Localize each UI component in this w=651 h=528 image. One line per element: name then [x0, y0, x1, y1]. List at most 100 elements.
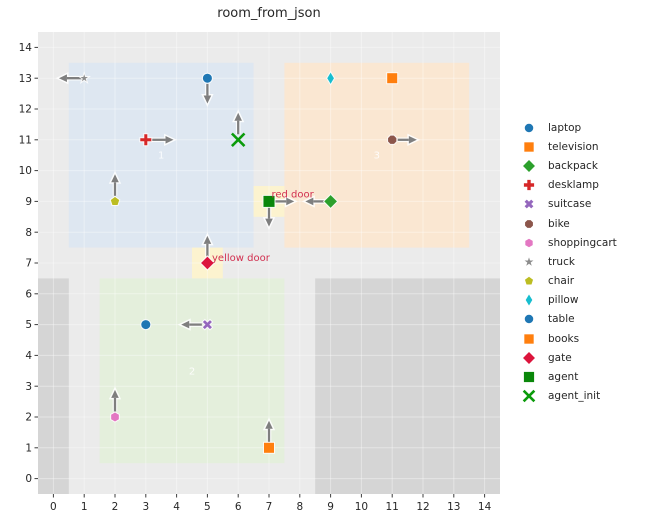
legend-item-bike: bike [517, 214, 617, 233]
truck-legend-glyph [524, 257, 534, 266]
legend-label: television [548, 140, 599, 153]
table-legend-marker [517, 311, 541, 327]
x-tick-label: 11 [386, 501, 399, 513]
legend-item-agent_init: agent_init [517, 387, 617, 406]
legend-item-shoppingcart: shoppingcart [517, 233, 617, 252]
legend-item-suitcase: suitcase [517, 195, 617, 214]
television-legend-glyph [524, 142, 534, 152]
legend-label: suitcase [548, 198, 592, 211]
legend-item-television: television [517, 137, 617, 156]
x-tick-label: 9 [327, 501, 334, 513]
desklamp-legend-glyph [523, 180, 535, 191]
direction-arrow-head [203, 235, 212, 244]
marker-television [386, 72, 399, 85]
arrows [55, 72, 421, 443]
legend-item-books: books [517, 329, 617, 348]
marker-table [140, 319, 152, 331]
y-tick-label: 9 [25, 196, 32, 208]
legend-item-agent: agent [517, 367, 617, 386]
television-legend-marker [517, 139, 541, 155]
x-tick-label: 14 [478, 501, 492, 513]
marker-agent [262, 194, 276, 208]
gridlines [38, 32, 500, 494]
marker-books [263, 441, 275, 454]
bike-legend-glyph [525, 219, 533, 228]
agent_init-legend-glyph [522, 389, 536, 403]
legend: laptop television backpack desklamp suitcase… [517, 118, 617, 406]
shoppingcart-legend-marker [517, 235, 541, 251]
y-tick-label: 0 [25, 473, 32, 485]
chair-legend-marker [517, 273, 541, 289]
x-tick-label: 3 [142, 501, 149, 513]
x-tick-label: 7 [266, 501, 273, 513]
chair-legend-glyph [524, 276, 534, 285]
legend-item-desklamp: desklamp [517, 176, 617, 195]
marker-laptop [201, 72, 213, 84]
x-tick-label: 8 [296, 501, 303, 513]
y-tick-label: 8 [25, 227, 32, 239]
legend-label: table [548, 313, 575, 326]
pillow-legend-marker [517, 292, 541, 308]
regions [38, 62, 500, 494]
x-tick-label: 6 [235, 501, 242, 513]
books-legend-marker [517, 331, 541, 347]
desklamp-legend-marker [517, 177, 541, 193]
direction-arrow-head [265, 420, 273, 429]
x-tick-label: 13 [447, 501, 460, 513]
legend-label: pillow [548, 294, 579, 307]
room-1 [68, 62, 254, 248]
legend-item-laptop: laptop [517, 118, 617, 137]
legend-label: agent_init [548, 390, 601, 403]
direction-arrow-head [265, 218, 273, 227]
marker-backpack [322, 193, 339, 210]
agent-legend-glyph [523, 371, 535, 383]
marker-gate [199, 255, 216, 271]
y-tick-label: 4 [25, 350, 32, 362]
marker-truck [77, 71, 91, 84]
legend-label: books [548, 332, 580, 345]
y-tick-label: 7 [25, 258, 32, 270]
markers [77, 70, 399, 454]
books-legend-glyph [524, 333, 534, 344]
marker-pillow [326, 70, 336, 86]
bike-legend-marker [517, 216, 541, 232]
direction-arrow-head [203, 95, 212, 104]
suitcase-legend-marker [517, 196, 541, 212]
gate-legend-marker [517, 350, 541, 366]
direction-arrow-head [165, 136, 174, 144]
room-2 [99, 278, 285, 464]
suitcase-legend-glyph [524, 199, 534, 209]
y-tick-label: 3 [25, 381, 32, 393]
y-tick-label: 14 [19, 42, 33, 54]
legend-item-truck: truck [517, 252, 617, 271]
shoppingcart-legend-glyph [525, 238, 533, 247]
y-tick-label: 13 [19, 73, 32, 85]
room-3 [284, 62, 470, 248]
direction-arrow-head [408, 136, 417, 144]
y-tick-label: 1 [25, 442, 32, 454]
pillow-legend-glyph [525, 294, 533, 306]
obstacle-left [38, 278, 69, 494]
yellow-door-label: yellow door [212, 253, 271, 264]
legend-label: agent [548, 371, 579, 384]
y-tick-label: 11 [19, 134, 32, 146]
legend-label: laptop [548, 121, 582, 134]
marker-agent_init [230, 132, 246, 148]
x-tick-label: 2 [112, 501, 119, 513]
backpack-legend-glyph [523, 159, 535, 172]
legend-label: chair [548, 275, 575, 288]
marker-suitcase [201, 318, 214, 331]
laptop-legend-glyph [524, 123, 534, 132]
laptop-legend-marker [517, 120, 541, 136]
legend-label: gate [548, 351, 572, 364]
gate-legend-glyph [523, 351, 535, 364]
legend-item-chair: chair [517, 272, 617, 291]
legend-item-backpack: backpack [517, 156, 617, 175]
direction-arrow-head [305, 197, 314, 206]
red-door-label: red door [271, 189, 314, 200]
legend-item-table: table [517, 310, 617, 329]
agent-legend-marker [517, 369, 541, 385]
marker-shoppingcart [110, 411, 120, 423]
